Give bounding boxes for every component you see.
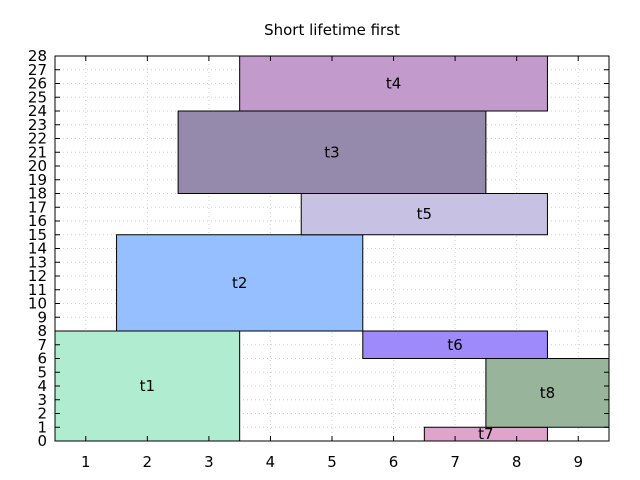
chart-title: Short lifetime first	[264, 21, 400, 39]
block-label-t4: t4	[386, 75, 401, 93]
y-tick-label: 5	[37, 363, 47, 381]
y-tick-label: 3	[37, 391, 47, 409]
y-tick-label: 12	[28, 267, 47, 285]
y-tick-label: 27	[28, 61, 47, 79]
block-t8	[485, 358, 610, 428]
block-t4	[239, 55, 548, 112]
y-tick-label: 4	[37, 377, 47, 395]
y-tick-label: 14	[28, 240, 47, 258]
block-label-t1: t1	[140, 377, 155, 395]
y-tick-label: 21	[28, 143, 47, 161]
y-tick-label: 7	[37, 336, 47, 354]
y-tick-label: 24	[28, 102, 47, 120]
x-tick-label: 9	[573, 453, 583, 471]
y-tick-label: 11	[28, 281, 47, 299]
block-label-t8: t8	[540, 384, 555, 402]
block-t3	[177, 110, 487, 194]
y-tick-label: 0	[37, 432, 47, 450]
blocks: t1 t2 t3 t4 t5 t6 t7 t8	[54, 55, 610, 443]
x-tick-label: 2	[143, 453, 153, 471]
block-label-t3: t3	[324, 143, 339, 161]
y-tick-label: 22	[28, 130, 47, 148]
y-ticks: 0123456789101112131415161718192021222324…	[28, 47, 609, 450]
block-t2	[116, 234, 364, 332]
block-label-t7: t7	[478, 425, 493, 443]
y-tick-label: 9	[37, 308, 47, 326]
x-tick-label: 8	[512, 453, 522, 471]
y-tick-label: 15	[28, 226, 47, 244]
y-tick-label: 23	[28, 116, 47, 134]
y-tick-label: 13	[28, 253, 47, 271]
y-tick-label: 20	[28, 157, 47, 175]
x-tick-label: 4	[266, 453, 276, 471]
block-t6	[362, 330, 548, 359]
block-t5	[300, 193, 548, 236]
y-tick-label: 2	[37, 405, 47, 423]
y-tick-label: 17	[28, 198, 47, 216]
y-tick-label: 25	[28, 88, 47, 106]
x-tick-label: 7	[450, 453, 460, 471]
x-tick-label: 1	[81, 453, 91, 471]
y-tick-label: 18	[28, 185, 47, 203]
y-tick-label: 26	[28, 75, 47, 93]
block-label-t6: t6	[447, 336, 462, 354]
y-tick-label: 28	[28, 47, 47, 65]
x-tick-label: 6	[389, 453, 399, 471]
block-label-t5: t5	[417, 205, 432, 223]
x-tick-label: 5	[327, 453, 337, 471]
block-t1	[54, 330, 241, 442]
y-tick-label: 19	[28, 171, 47, 189]
x-tick-label: 3	[204, 453, 214, 471]
y-tick-label: 1	[37, 418, 47, 436]
y-tick-label: 16	[28, 212, 47, 230]
y-tick-label: 6	[37, 350, 47, 368]
y-tick-label: 8	[37, 322, 47, 340]
y-tick-label: 10	[28, 295, 47, 313]
block-label-t2: t2	[232, 274, 247, 292]
x-ticks: 1 2 3 4 5 6 7 8 9	[81, 56, 583, 471]
